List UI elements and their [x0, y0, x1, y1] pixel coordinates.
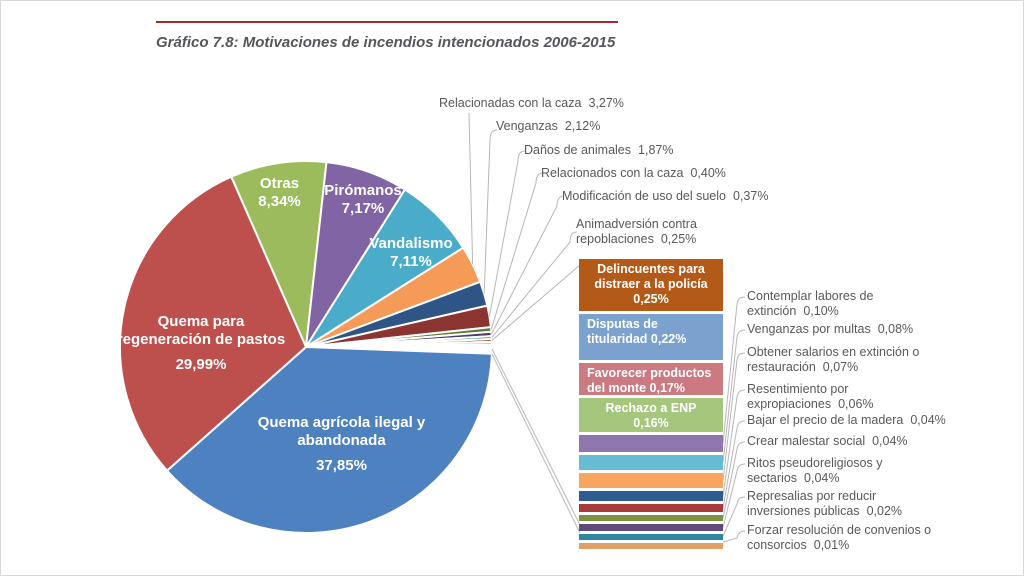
leader-line	[491, 195, 565, 335]
leader-line	[722, 296, 746, 444]
figure-title: Gráfico 7.8: Motivaciones de incendios i…	[156, 34, 616, 51]
slice-label-quema-pastos: Quema para regeneración de pastos 29,99%	[116, 313, 286, 373]
leader-line	[722, 389, 746, 497]
legend-item-9: Delincuentes para distraer a la policía 0…	[579, 259, 723, 311]
pie-slice-22	[166, 346, 493, 534]
callout-label-8: Animadversión contra repoblaciones 0,25%	[576, 217, 697, 246]
callout-label-21: Forzar resolución de convenios o consorc…	[747, 523, 932, 552]
legend-item-18	[579, 515, 723, 521]
pie-slice-23	[119, 175, 307, 472]
leader-line	[490, 172, 544, 330]
callout-label-6: Relacionados con la caza 0,40%	[541, 166, 726, 180]
leader-line	[722, 352, 746, 481]
callout-label-20: Represalias por reducir inversiones públ…	[747, 489, 903, 518]
slice-label-quema-agricola: Quema agrícola ilegal y abandonada 37,85…	[257, 414, 426, 474]
slice-label-vandalismo: Vandalismo 7,11%	[369, 235, 453, 270]
leader-line	[722, 463, 746, 528]
callout-label-19: Ritos pseudoreligiosos y sectarios 0,04%	[747, 456, 883, 485]
callout-label-17: Bajar el precio de la madera 0,04%	[747, 413, 946, 427]
leader-line	[491, 353, 581, 534]
breakout-legend-column: Delincuentes para distraer a la policía 0…	[579, 259, 723, 549]
leader-line	[722, 329, 746, 463]
legend-item-16	[579, 491, 723, 501]
legend-item-20	[579, 534, 723, 540]
callout-label-13: Contemplar labores de extinción 0,10%	[747, 289, 874, 318]
callout-label-18: Crear malestar social 0,04%	[747, 434, 908, 448]
callout-label-14: Venganzas por multas 0,08%	[747, 322, 914, 336]
slice-label-otras: Otras 8,34%	[258, 175, 301, 210]
legend-item-10: Disputas de titularidad 0,22%	[579, 314, 723, 360]
legend-item-12: Rechazo a ENP 0,16%	[579, 398, 723, 432]
legend-item-15	[579, 473, 723, 488]
leader-line	[491, 348, 581, 526]
legend-item-21	[579, 543, 723, 549]
leader-line	[491, 264, 581, 341]
header-rule	[156, 21, 618, 23]
pie-slice-0	[230, 160, 328, 348]
leader-line	[722, 530, 746, 543]
callout-label-4: Venganzas 2,12%	[496, 119, 601, 133]
legend-item-13	[579, 435, 723, 452]
leader-line	[491, 231, 578, 338]
callout-label-15: Obtener salarios en extinción o restaura…	[747, 345, 920, 374]
callout-label-5: Daños de animales 1,87%	[524, 143, 674, 157]
callout-label-7: Modificación de uso del suelo 0,37%	[562, 189, 769, 203]
leader-line	[722, 420, 746, 509]
legend-item-19	[579, 524, 723, 531]
leader-line	[722, 441, 746, 519]
callout-label-3: Relacionadas con la caza 3,27%	[439, 96, 624, 110]
callout-label-16: Resentimiento por expropiaciones 0,06%	[747, 382, 874, 411]
leader-line	[722, 496, 746, 537]
legend-item-11: Favorecer productos del monte 0,17%	[579, 363, 723, 395]
slice-label-piromanos: Pirómanos 7,17%	[324, 182, 402, 217]
legend-item-17	[579, 504, 723, 512]
legend-item-14	[579, 455, 723, 470]
